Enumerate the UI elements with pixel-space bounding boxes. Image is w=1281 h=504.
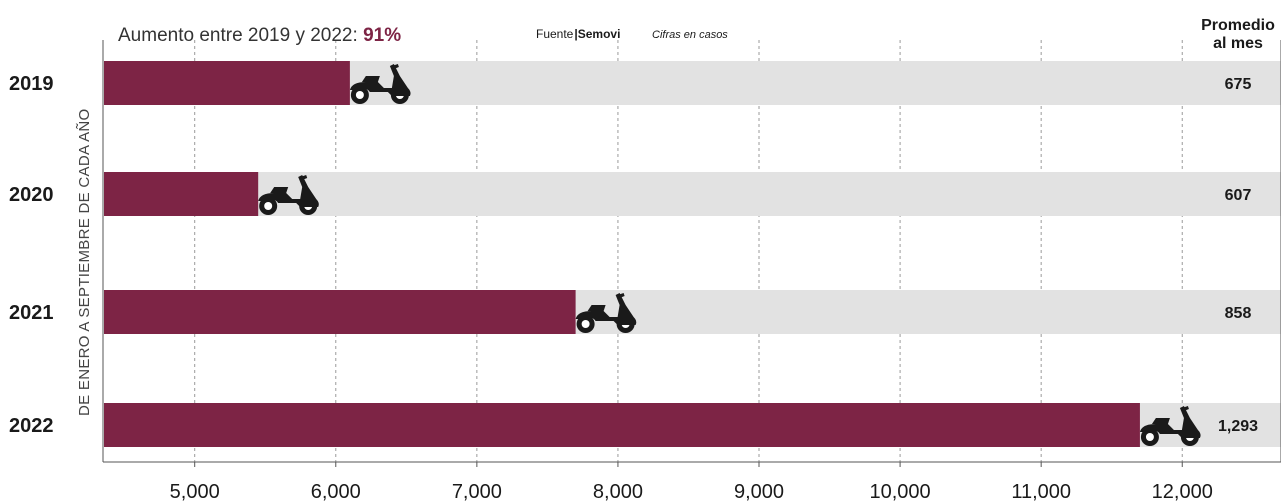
bar-2019 [104,61,350,105]
x-tick-label: 7,000 [452,481,502,503]
avg-per-month-value: 858 [1225,305,1252,322]
bars [104,61,1281,447]
x-tick-label: 12,000 [1152,481,1213,503]
x-tick-label: 9,000 [734,481,784,503]
x-tick-label: 5,000 [170,481,220,503]
labels: 5,000 6,000 7,000 8,000 9,000 10,000 11,000 12,… [9,73,1258,503]
y-category-label: 2021 [9,302,54,324]
avg-header-line2: al mes [1213,35,1263,52]
x-tick-label: 8,000 [593,481,643,503]
source: Fuente|Semovi [536,27,620,41]
x-tick-label: 6,000 [311,481,361,503]
period-side-label: DE ENERO A SEPTIEMBRE DE CADA AÑO [76,109,93,416]
x-tick-label: 10,000 [870,481,931,503]
units-label: Cifras en casos [652,29,728,41]
y-category-label: 2019 [9,73,54,95]
bar-2020 [104,172,259,216]
avg-per-month-value: 607 [1225,187,1252,204]
gridlines [194,40,1183,467]
y-category-label: 2022 [9,415,54,437]
headline: Aumento entre 2019 y 2022: 91% [118,25,401,46]
bar-2022 [104,403,1140,447]
y-category-label: 2020 [9,184,54,206]
x-tick-label: 11,000 [1011,481,1071,503]
avg-header-line1: Promedio [1201,17,1275,34]
bar-2021 [104,290,576,334]
avg-per-month-value: 675 [1225,76,1252,93]
avg-per-month-value: 1,293 [1218,418,1258,435]
